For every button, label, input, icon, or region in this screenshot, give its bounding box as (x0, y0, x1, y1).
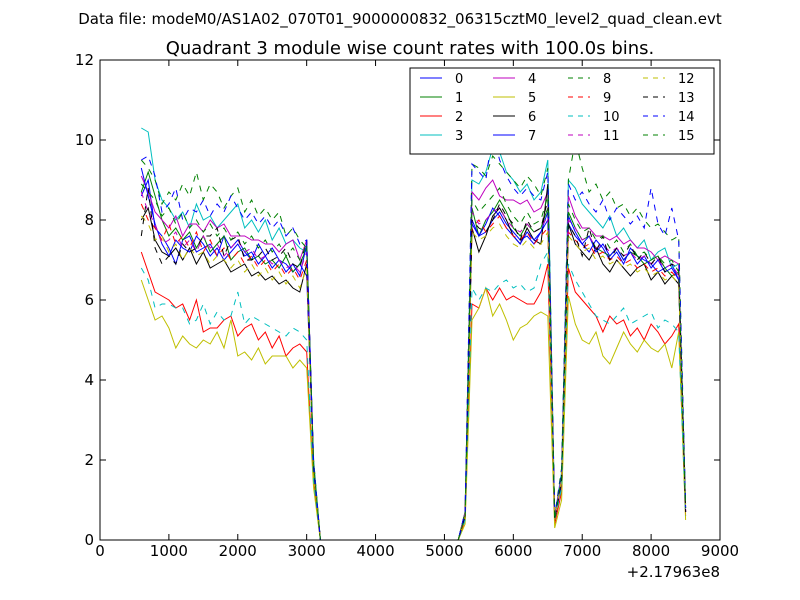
legend-label-3: 3 (455, 129, 463, 144)
x-tick-label: 7000 (563, 542, 601, 560)
chart-title: Quadrant 3 module wise count rates with … (166, 38, 655, 59)
legend-label-4: 4 (528, 72, 536, 87)
series-line-4 (140, 175, 687, 540)
plot-frame (99, 59, 721, 541)
series-line-5 (140, 279, 687, 540)
x-offset-label: +2.17963e8 (627, 563, 720, 581)
x-tick-label: 0 (95, 542, 105, 560)
series-line-8 (140, 139, 687, 540)
x-tick-label: 2000 (219, 542, 257, 560)
legend-label-1: 1 (455, 91, 463, 106)
series-line-10 (140, 250, 687, 540)
x-tick-label: 9000 (701, 542, 739, 560)
x-tick-label: 5000 (425, 542, 463, 560)
legend-box (409, 67, 715, 155)
y-tick-label: 0 (84, 531, 94, 549)
legend-label-13: 13 (678, 91, 695, 106)
legend-label-0: 0 (455, 72, 463, 87)
series-layer (140, 127, 687, 540)
legend-label-8: 8 (603, 72, 611, 87)
x-tick-label: 6000 (494, 542, 532, 560)
x-tick-label: 4000 (356, 542, 394, 560)
legend-label-15: 15 (678, 129, 695, 144)
series-line-12 (140, 215, 687, 540)
legend-label-7: 7 (528, 129, 536, 144)
series-line-7 (140, 167, 687, 540)
x-tick-label: 3000 (288, 542, 326, 560)
legend-label-10: 10 (603, 110, 620, 125)
legend-label-2: 2 (455, 110, 463, 125)
y-tick-label: 12 (75, 51, 94, 69)
legend-label-5: 5 (528, 91, 536, 106)
y-tick-label: 2 (84, 451, 94, 469)
series-line-1 (140, 170, 687, 540)
legend-label-11: 11 (603, 129, 620, 144)
x-tick-label: 8000 (632, 542, 670, 560)
series-line-11 (140, 191, 687, 540)
y-tick-label: 8 (84, 211, 94, 229)
axis-ticks: 0 1000 2000 3000 4000 5000 6000 7000 8000 9000 0 2 4… (75, 51, 739, 560)
y-tick-label: 4 (84, 371, 94, 389)
series-line-3 (141, 127, 687, 540)
legend-label-9: 9 (603, 91, 611, 106)
legend-label-14: 14 (678, 110, 695, 125)
y-tick-label: 6 (84, 291, 94, 309)
figure-suptitle: Data file: modeM0/AS1A02_070T01_90000008… (78, 10, 722, 29)
series-line-14 (141, 131, 687, 540)
series-line-15 (140, 183, 687, 540)
x-tick-label: 1000 (150, 542, 188, 560)
y-tick-label: 10 (75, 131, 94, 149)
legend-label-12: 12 (678, 72, 695, 87)
legend-label-6: 6 (528, 110, 536, 125)
